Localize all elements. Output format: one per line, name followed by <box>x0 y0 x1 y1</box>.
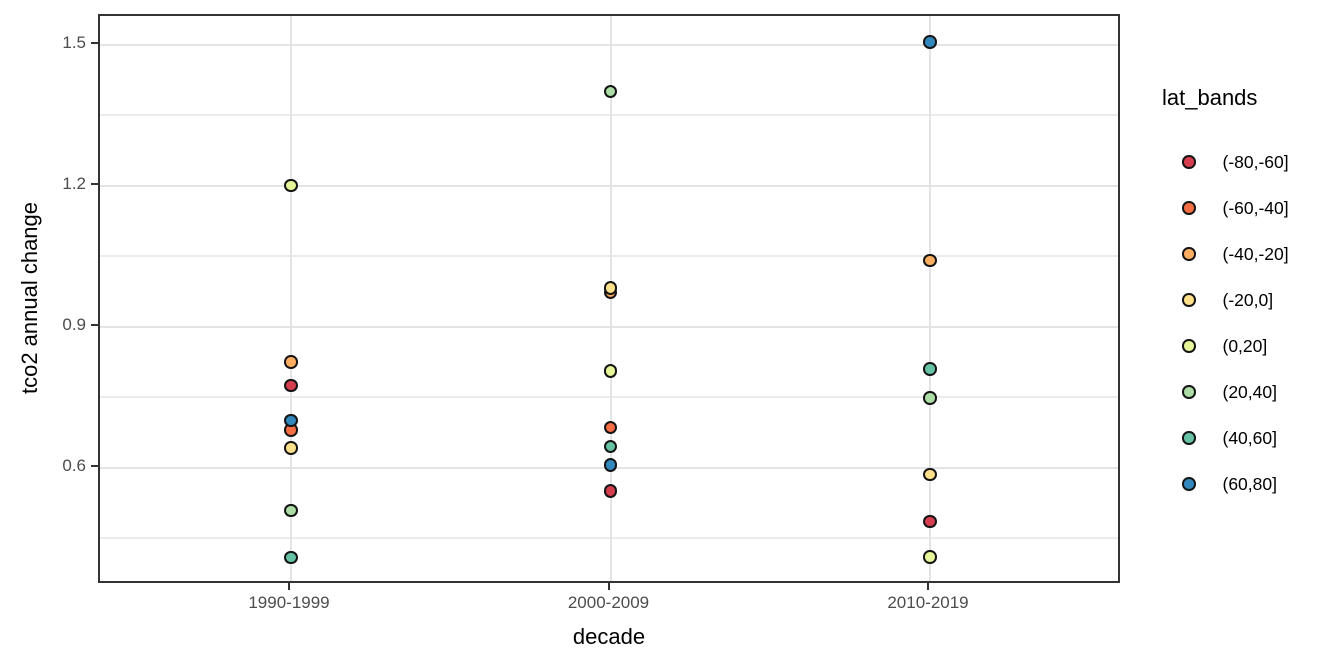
legend-label: (-80,-60] <box>1222 151 1289 172</box>
data-point <box>603 420 618 435</box>
data-point <box>284 503 298 518</box>
data-point <box>603 281 618 295</box>
data-point <box>284 550 298 565</box>
gridline-minor <box>100 396 1118 398</box>
gridline-vertical <box>290 16 292 581</box>
legend-key-icon <box>1182 293 1196 307</box>
legend-key-icon <box>1182 247 1196 261</box>
data-point <box>284 413 298 428</box>
gridline-major <box>100 184 1118 187</box>
data-point <box>923 514 937 529</box>
legend-item: (60,80] <box>1162 461 1289 507</box>
data-point <box>923 550 937 564</box>
legend-item: (20,40] <box>1162 369 1289 415</box>
x-tick-label: 2010-2019 <box>887 593 969 612</box>
legend-label: (40,60] <box>1222 427 1277 448</box>
y-tick-mark <box>91 182 98 185</box>
y-tick-label: 0.6 <box>62 455 86 475</box>
gridline-minor <box>100 537 1118 539</box>
plot-panel <box>98 14 1120 583</box>
x-axis-title: decade <box>572 624 646 649</box>
y-tick-mark <box>91 464 98 467</box>
legend-items: (-80,-60] (-60,-40] (-40,-20] (-20,0] (0,20]… <box>1162 139 1289 507</box>
data-point <box>603 364 618 378</box>
legend-item: (0,20] <box>1162 323 1289 369</box>
x-tick-mark <box>607 583 610 590</box>
data-point <box>923 35 937 49</box>
y-tick-mark <box>91 41 98 44</box>
gridline-major <box>100 325 1118 328</box>
data-point <box>603 484 618 498</box>
legend-item: (-40,-20] <box>1162 231 1289 277</box>
legend-item: (40,60] <box>1162 415 1289 461</box>
x-tick-label: 2000-2009 <box>567 593 650 612</box>
legend-key-icon <box>1182 339 1196 353</box>
data-point <box>923 391 937 405</box>
legend-item: (-80,-60] <box>1162 139 1289 185</box>
gridline-vertical <box>929 16 931 581</box>
legend-key-icon <box>1182 201 1196 215</box>
legend-title: lat_bands <box>1162 85 1258 110</box>
data-point <box>603 439 618 454</box>
legend-item: (-60,-40] <box>1162 185 1289 231</box>
legend-label: (20,40] <box>1222 381 1277 402</box>
legend-key-icon <box>1182 431 1196 445</box>
data-point <box>284 178 298 193</box>
data-point <box>603 84 618 99</box>
data-point <box>923 362 937 376</box>
y-tick-label: 1.2 <box>62 173 86 193</box>
legend-key-icon <box>1182 385 1196 399</box>
legend-key-icon <box>1182 155 1196 169</box>
legend: lat_bands (-80,-60] (-60,-40] (-40,-20] (-2… <box>1162 85 1289 507</box>
gridline-minor <box>100 255 1118 257</box>
gridline-major <box>100 43 1118 46</box>
y-tick-mark <box>91 323 98 326</box>
legend-label: (0,20] <box>1222 335 1268 356</box>
legend-label: (60,80] <box>1222 473 1277 494</box>
gridline-minor <box>100 114 1118 116</box>
y-tick-label: 1.5 <box>62 32 86 52</box>
data-point <box>284 355 298 369</box>
data-point <box>923 467 937 482</box>
data-point <box>284 441 298 455</box>
legend-label: (-40,-20] <box>1222 243 1289 264</box>
data-point <box>603 458 618 472</box>
x-tick-label: 1990-1999 <box>248 593 330 612</box>
data-point <box>284 378 298 392</box>
legend-label: (-60,-40] <box>1222 197 1289 218</box>
y-tick-label: 0.9 <box>62 314 86 334</box>
data-point <box>923 253 937 268</box>
legend-key-icon <box>1182 477 1196 491</box>
x-tick-mark <box>288 583 290 590</box>
x-tick-mark <box>927 583 929 590</box>
legend-label: (-20,0] <box>1222 289 1274 310</box>
legend-item: (-20,0] <box>1162 277 1289 323</box>
